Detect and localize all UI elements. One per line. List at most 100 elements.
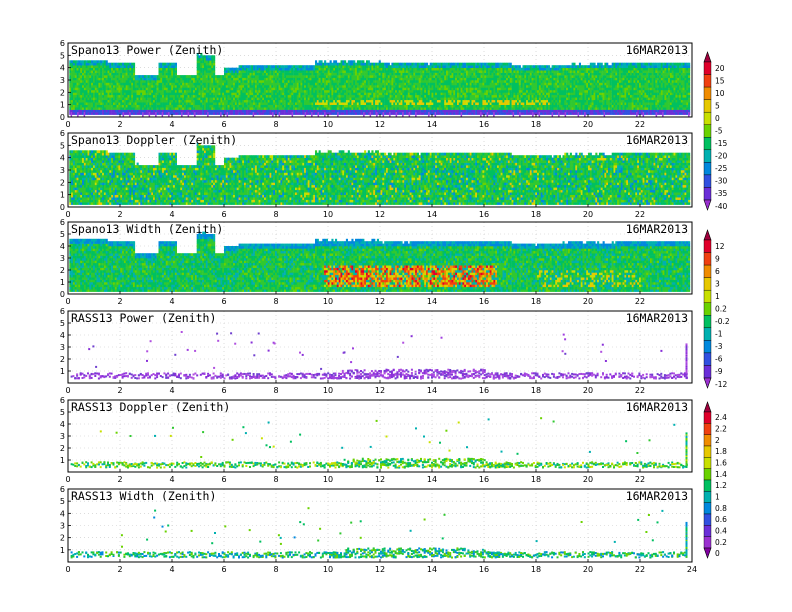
data-cell (136, 107, 139, 110)
data-cell (111, 67, 114, 71)
data-cell (125, 82, 128, 86)
data-cell (229, 70, 232, 73)
data-cell (473, 99, 476, 103)
data-cell (204, 72, 207, 76)
data-cell (187, 109, 190, 113)
data-cell (371, 112, 374, 115)
data-cell (369, 80, 372, 83)
data-cell (395, 65, 398, 68)
data-cell (340, 62, 343, 66)
data-cell (162, 67, 165, 71)
data-cell (486, 70, 489, 73)
data-cell (187, 102, 190, 105)
data-cell (464, 62, 467, 66)
data-cell (182, 80, 185, 83)
data-cell (174, 104, 177, 108)
data-cell (395, 70, 398, 73)
data-cell (416, 77, 419, 81)
data-cell (344, 72, 347, 76)
data-cell (102, 109, 105, 113)
data-cell (284, 99, 287, 103)
data-cell (316, 84, 319, 88)
data-cell (336, 62, 339, 66)
data-cell (198, 112, 201, 115)
data-cell (322, 80, 325, 83)
data-cell (404, 94, 407, 98)
data-cell (163, 65, 166, 68)
data-cell (487, 72, 490, 76)
data-cell (467, 112, 470, 115)
data-cell (478, 80, 481, 83)
data-cell (256, 84, 259, 88)
data-cell (418, 107, 421, 110)
data-cell (282, 80, 285, 83)
data-cell (205, 67, 208, 71)
data-cell (260, 112, 263, 115)
data-cell (296, 112, 299, 115)
data-cell (444, 99, 447, 103)
data-cell (143, 89, 146, 93)
data-cell (451, 62, 454, 66)
data-cell (500, 67, 503, 71)
data-cell (509, 94, 512, 98)
data-cell (487, 82, 490, 86)
data-cell (134, 77, 137, 81)
data-cell (113, 84, 116, 88)
data-cell (262, 89, 265, 93)
data-cell (253, 94, 256, 98)
data-cell (134, 84, 137, 88)
data-cell (169, 102, 172, 105)
data-cell (502, 75, 505, 78)
data-cell (245, 104, 248, 108)
data-cell (134, 75, 137, 78)
data-cell (340, 75, 343, 78)
data-cell (486, 107, 489, 110)
data-cell (358, 70, 361, 73)
data-cell (224, 75, 227, 78)
data-cell (224, 92, 227, 96)
data-cell (449, 65, 452, 68)
data-cell (249, 99, 252, 103)
data-cell (107, 97, 110, 101)
data-cell (107, 99, 110, 103)
data-cell (138, 104, 141, 108)
data-cell (424, 62, 427, 66)
data-cell (71, 67, 74, 71)
data-cell (457, 67, 460, 71)
data-cell (475, 87, 478, 91)
data-cell (466, 99, 469, 103)
data-cell (72, 80, 75, 83)
data-cell (311, 109, 314, 113)
data-cell (504, 94, 507, 98)
data-cell (229, 104, 232, 108)
data-cell (227, 112, 230, 115)
data-cell (123, 112, 126, 115)
data-cell (258, 112, 261, 115)
data-cell (123, 72, 126, 76)
data-cell (160, 75, 163, 78)
data-cell (251, 77, 254, 81)
data-cell (238, 75, 241, 78)
data-cell (240, 92, 243, 96)
data-cell (436, 62, 439, 66)
data-cell (369, 65, 372, 68)
data-cell (315, 107, 318, 110)
data-cell (415, 72, 418, 76)
data-cell (477, 80, 480, 83)
data-cell (136, 99, 139, 103)
data-cell (72, 87, 75, 91)
data-cell (287, 72, 290, 76)
data-cell (120, 80, 123, 83)
data-cell (342, 65, 345, 68)
data-cell (211, 80, 214, 83)
data-cell (387, 92, 390, 96)
data-cell (416, 107, 419, 110)
data-cell (118, 75, 121, 78)
data-cell (435, 94, 438, 98)
data-cell (436, 112, 439, 115)
data-cell (331, 72, 334, 76)
data-cell (93, 89, 96, 93)
data-cell (324, 107, 327, 110)
data-cell (335, 102, 338, 105)
data-cell (340, 97, 343, 101)
